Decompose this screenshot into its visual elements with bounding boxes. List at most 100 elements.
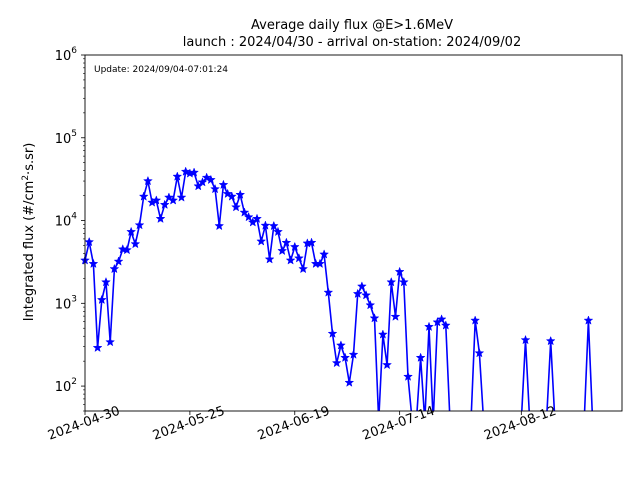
data-point: [205, 174, 216, 185]
data-point: [176, 192, 187, 202]
data-point: [151, 195, 162, 205]
data-point: [398, 276, 409, 287]
plot-frame: [84, 54, 623, 412]
data-point: [344, 377, 355, 387]
y-tick-exponent: 6: [71, 46, 77, 56]
data-point: [218, 179, 229, 190]
chart-title: Average daily flux @E>1.6MeV: [251, 18, 453, 33]
y-tick-label: 105: [55, 129, 77, 147]
data-point: [294, 253, 304, 263]
data-point: [222, 188, 233, 199]
data-point: [96, 294, 107, 305]
data-point: [289, 241, 300, 252]
data-point: [168, 195, 179, 205]
data-point: [113, 256, 124, 266]
data-point: [386, 276, 397, 287]
data-point: [382, 359, 393, 370]
data-point: [298, 263, 309, 274]
data-point: [327, 328, 338, 338]
data-point: [424, 321, 434, 332]
data-point: [214, 220, 225, 231]
data-point: [88, 258, 99, 269]
data-point: [583, 315, 594, 325]
data-point: [130, 238, 141, 249]
data-point: [314, 258, 325, 269]
data-point: [348, 349, 359, 359]
data-point: [474, 347, 485, 358]
data-point: [201, 172, 212, 182]
data-point: [306, 237, 317, 247]
x-tick-label: 2024-04-30: [46, 404, 122, 444]
data-point: [335, 340, 346, 350]
data-point: [415, 352, 426, 362]
y-axis-label-sup: 2: [21, 175, 31, 181]
data-point: [189, 167, 200, 177]
data-point: [377, 329, 388, 339]
data-point: [277, 245, 288, 256]
data-point: [352, 288, 363, 299]
data-point: [403, 371, 413, 381]
y-tick-label: 103: [55, 294, 77, 312]
y-axis-label-pre: Integrated flux (#/cm: [22, 181, 37, 322]
data-point: [394, 266, 405, 277]
data-point: [172, 171, 183, 181]
data-point: [390, 311, 401, 321]
y-tick-base: 10: [55, 215, 72, 230]
data-point: [436, 314, 447, 324]
data-point: [260, 220, 271, 230]
y-tick-base: 10: [55, 380, 72, 395]
data-point: [319, 249, 330, 259]
x-tick-label: 2024-06-19: [256, 404, 332, 444]
data-point: [84, 236, 95, 247]
y-tick-exponent: 3: [71, 294, 77, 304]
data-point: [470, 315, 481, 325]
data-point: [340, 352, 351, 362]
data-point: [210, 183, 221, 194]
data-point: [365, 299, 376, 310]
data-point: [235, 189, 246, 199]
data-point: [264, 254, 275, 264]
y-tick-exponent: 2: [71, 377, 77, 387]
y-tick-base: 10: [55, 132, 72, 147]
data-point: [159, 199, 170, 210]
y-tick-exponent: 5: [71, 129, 77, 139]
data-point: [109, 263, 120, 274]
data-point: [231, 201, 241, 212]
chart-subtitle: launch : 2024/04/30 - arrival on-station…: [183, 35, 521, 50]
y-tick-base: 10: [55, 297, 72, 312]
y-tick-label: 106: [55, 46, 78, 64]
y-tick-label: 104: [55, 212, 78, 230]
data-point: [440, 320, 451, 330]
data-point: [369, 313, 380, 323]
y-tick-label: 102: [55, 377, 77, 395]
data-point: [142, 175, 153, 186]
data-point: [92, 342, 103, 353]
update-annotation: Update: 2024/09/04-07:01:24: [94, 65, 228, 75]
data-point: [256, 236, 267, 246]
data-point: [105, 336, 116, 347]
data-point: [134, 219, 145, 230]
data-point: [138, 191, 149, 201]
data-point: [155, 213, 166, 224]
data-point: [101, 276, 111, 287]
data-point: [197, 177, 208, 187]
data-point: [331, 357, 342, 368]
y-axis-label-post: ·s.sr): [22, 143, 37, 175]
data-point: [356, 281, 367, 291]
y-tick-base: 10: [55, 49, 72, 64]
data-point: [545, 335, 556, 346]
data-point: [285, 255, 296, 265]
data-point: [520, 334, 531, 345]
data-point: [180, 166, 191, 176]
data-point: [252, 213, 262, 224]
y-tick-exponent: 4: [71, 212, 77, 222]
data-point: [121, 244, 132, 255]
data-point: [126, 226, 137, 237]
data-point: [243, 211, 254, 222]
data-point: [268, 220, 279, 231]
data-point: [323, 287, 334, 297]
x-tick-label: 2024-05-25: [151, 404, 227, 444]
